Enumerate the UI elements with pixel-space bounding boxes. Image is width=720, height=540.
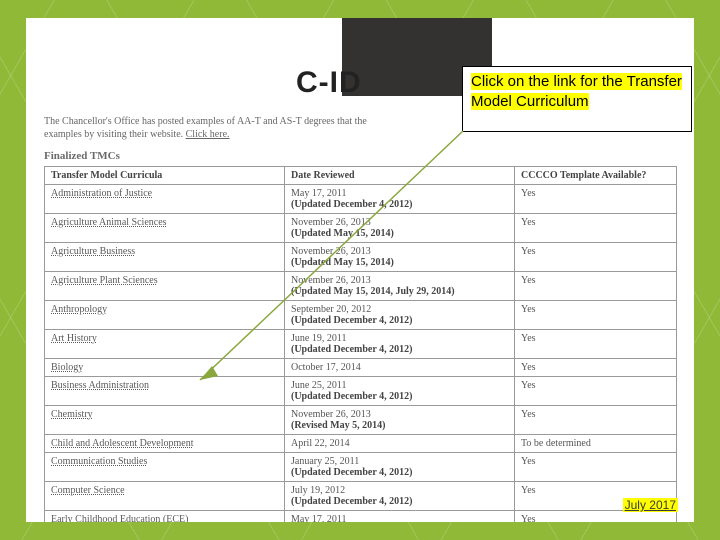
th-curricula: Transfer Model Curricula [45, 167, 285, 185]
avail-cell: Yes [515, 453, 677, 482]
avail-cell: Yes [515, 243, 677, 272]
th-available: CCCCO Template Available? [515, 167, 677, 185]
avail-cell: Yes [515, 185, 677, 214]
intro-line1: The Chancellor's Office has posted examp… [44, 116, 367, 127]
date-cell: September 20, 2012(Updated December 4, 2… [285, 301, 515, 330]
page-title: C-ID [296, 66, 362, 100]
date-cell: November 26, 2013(Updated May 15, 2014) [285, 243, 515, 272]
subject-link[interactable]: Chemistry [51, 409, 93, 420]
date-cell: November 26, 2013(Revised May 5, 2014) [285, 406, 515, 435]
table-row: Agriculture Business November 26, 2013(Up… [45, 243, 677, 272]
date-cell: June 19, 2011(Updated December 4, 2012) [285, 330, 515, 359]
table-row: Chemistry November 26, 2013(Revised May 5… [45, 406, 677, 435]
avail-cell: Yes [515, 511, 677, 523]
avail-cell: Yes [515, 377, 677, 406]
subject-link[interactable]: Agriculture Business [51, 246, 135, 257]
avail-cell: Yes [515, 214, 677, 243]
date-cell: October 17, 2014 [285, 359, 515, 377]
subject-link[interactable]: Early Childhood Education (ECE) [51, 514, 188, 522]
subject-link[interactable]: Biology [51, 362, 83, 373]
avail-cell: Yes [515, 272, 677, 301]
slide-card: C-ID Click on the link for the Transfer … [26, 18, 694, 522]
table-row: Child and Adolescent Development April 22… [45, 435, 677, 453]
subject-link[interactable]: Administration of Justice [51, 188, 152, 199]
table-row: Business Administration June 25, 2011(Upd… [45, 377, 677, 406]
subject-link[interactable]: Agriculture Animal Sciences [51, 217, 167, 228]
date-cell: November 26, 2013(Updated May 15, 2014, … [285, 272, 515, 301]
footer-date: July 2017 [623, 498, 678, 512]
tmc-table: Transfer Model Curricula Date Reviewed C… [44, 166, 677, 522]
callout-text: Click on the link for the Transfer Model… [471, 73, 682, 110]
avail-cell: Yes [515, 330, 677, 359]
table-header-row: Transfer Model Curricula Date Reviewed C… [45, 167, 677, 185]
subject-link[interactable]: Business Administration [51, 380, 149, 391]
avail-cell: Yes [515, 301, 677, 330]
table-row: Computer Science July 19, 2012(Updated De… [45, 482, 677, 511]
date-cell: April 22, 2014 [285, 435, 515, 453]
table-row: Agriculture Animal Sciences November 26, … [45, 214, 677, 243]
date-cell: July 19, 2012(Updated December 4, 2012) [285, 482, 515, 511]
subject-link[interactable]: Child and Adolescent Development [51, 438, 193, 449]
date-cell: May 17, 2011(Updated December 4, [285, 511, 515, 523]
table-row: Anthropology September 20, 2012(Updated D… [45, 301, 677, 330]
th-date: Date Reviewed [285, 167, 515, 185]
finalized-label: Finalized TMCs [44, 150, 120, 162]
date-cell: June 25, 2011(Updated December 4, 2012) [285, 377, 515, 406]
intro-line2: examples by visiting their website. [44, 129, 183, 140]
subject-link[interactable]: Communication Studies [51, 456, 147, 467]
table-row: Communication Studies January 25, 2011(Up… [45, 453, 677, 482]
avail-cell: To be determined [515, 435, 677, 453]
subject-link[interactable]: Computer Science [51, 485, 125, 496]
avail-cell: Yes [515, 359, 677, 377]
subject-link[interactable]: Anthropology [51, 304, 107, 315]
table-row: Biology October 17, 2014Yes [45, 359, 677, 377]
intro-click-here-link[interactable]: Click here. [186, 129, 230, 140]
subject-link[interactable]: Agriculture Plant Sciences [51, 275, 158, 286]
date-cell: November 26, 2013(Updated May 15, 2014) [285, 214, 515, 243]
avail-cell: Yes [515, 406, 677, 435]
table-row: Early Childhood Education (ECE) May 17, 2… [45, 511, 677, 523]
table-row: Agriculture Plant Sciences November 26, 2… [45, 272, 677, 301]
table-row: Administration of Justice May 17, 2011(Up… [45, 185, 677, 214]
intro-text: The Chancellor's Office has posted examp… [44, 116, 676, 141]
table-row: Art History June 19, 2011(Updated Decembe… [45, 330, 677, 359]
subject-link[interactable]: Art History [51, 333, 97, 344]
date-cell: May 17, 2011(Updated December 4, 2012) [285, 185, 515, 214]
date-cell: January 25, 2011(Updated December 4, 201… [285, 453, 515, 482]
